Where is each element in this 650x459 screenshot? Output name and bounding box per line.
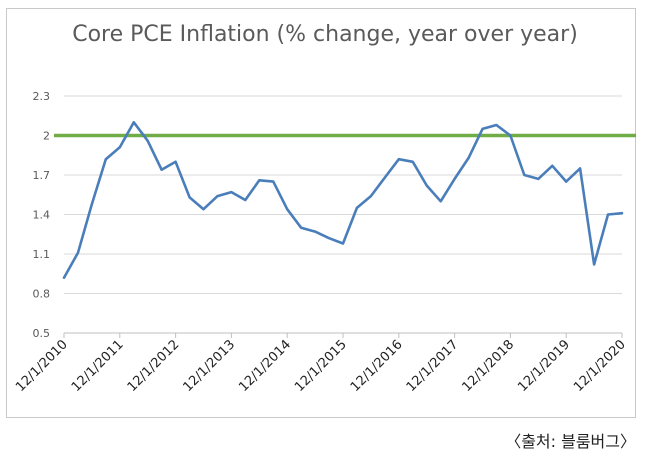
y-tick-label: 1.4: [33, 209, 51, 222]
y-tick-label: 0.5: [33, 327, 51, 340]
y-tick-label: 2.3: [33, 90, 51, 103]
x-tick-label: 12/1/2020: [571, 337, 629, 395]
pce-series-line: [62, 121, 624, 280]
x-tick-label: 12/1/2015: [292, 337, 350, 395]
y-tick-label: 1.7: [33, 169, 51, 182]
chart-title: Core PCE Inflation (% change, year over …: [72, 22, 578, 47]
x-tick-label: 12/1/2010: [13, 337, 71, 395]
x-tick-label: 12/1/2019: [515, 337, 573, 395]
x-tick-label: 12/1/2014: [236, 337, 294, 395]
x-tick-label: 12/1/2016: [348, 337, 406, 395]
x-tick-label: 12/1/2011: [69, 337, 127, 395]
source-note: 〈출처: 블룸버그〉: [505, 432, 636, 451]
y-tick-label: 1.1: [33, 248, 51, 261]
x-tick-label: 12/1/2013: [180, 337, 238, 395]
x-tick-label: 12/1/2012: [125, 337, 183, 395]
y-tick-label: 2: [43, 130, 50, 143]
chart-frame: [6, 8, 636, 418]
x-tick-label: 12/1/2017: [404, 337, 462, 395]
x-tick-label: 12/1/2018: [459, 337, 517, 395]
y-tick-label: 0.8: [33, 288, 51, 301]
